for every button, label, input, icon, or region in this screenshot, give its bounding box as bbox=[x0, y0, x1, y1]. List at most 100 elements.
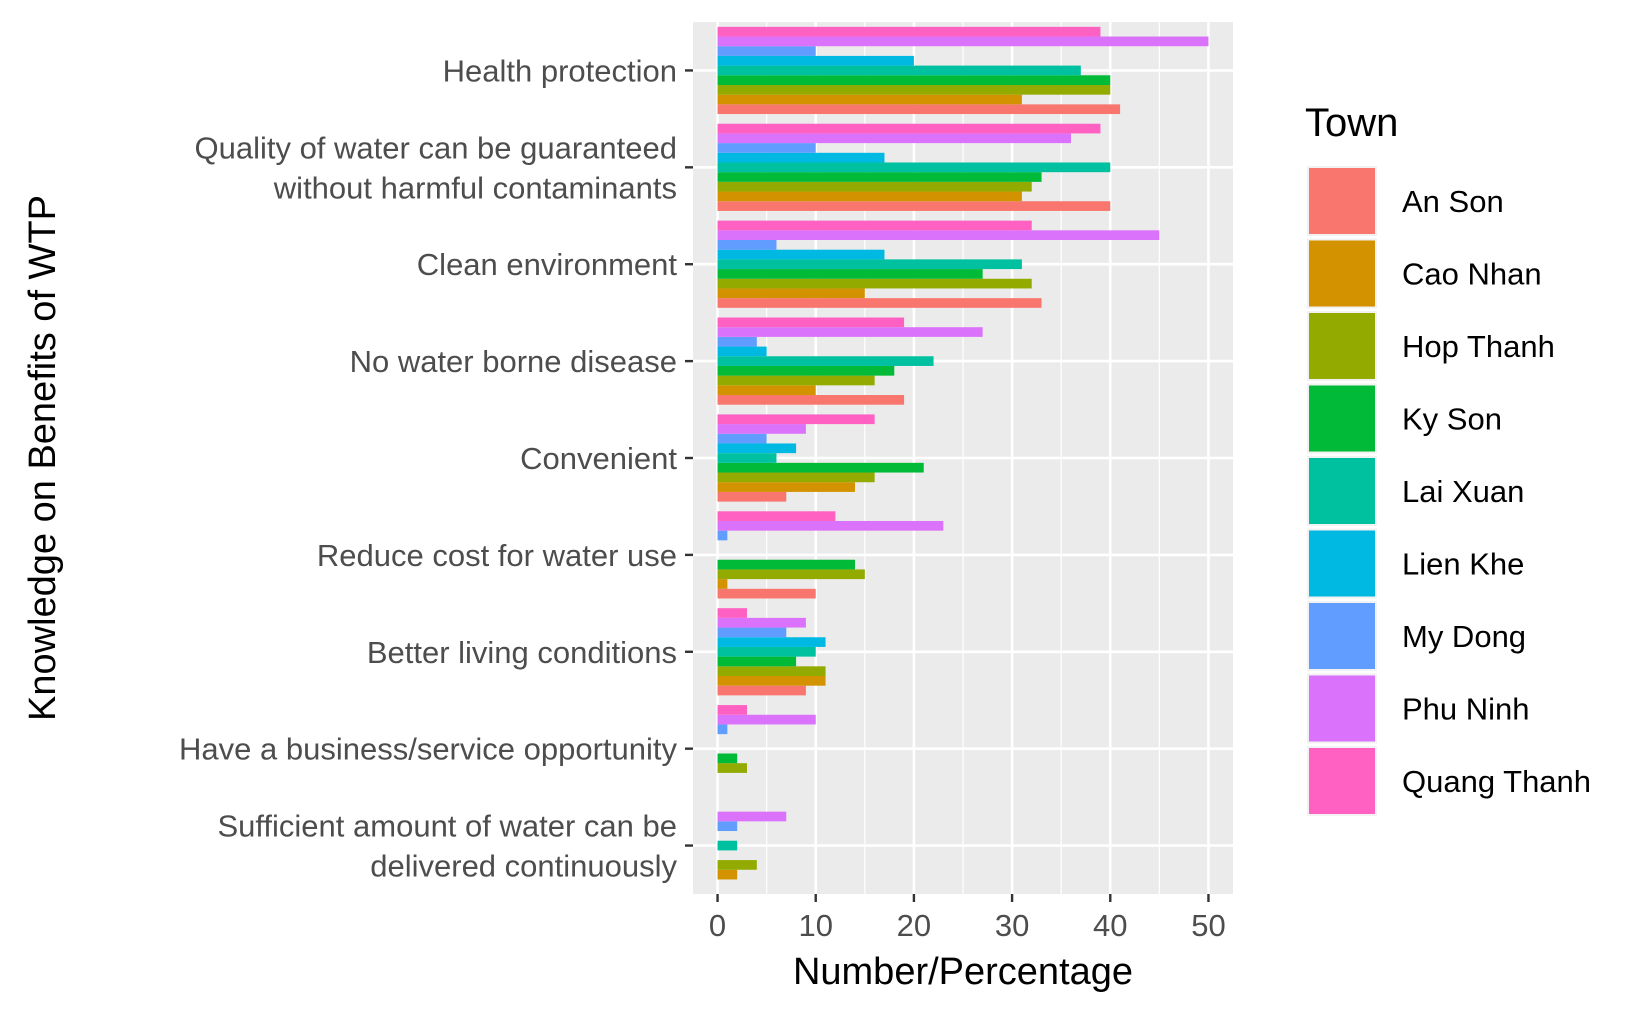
legend-label: Cao Nhan bbox=[1402, 257, 1542, 292]
legend-key bbox=[1309, 385, 1375, 452]
y-tick-label: delivered continuously bbox=[370, 849, 677, 884]
bar bbox=[717, 249, 885, 260]
bar bbox=[717, 46, 816, 56]
bar bbox=[717, 676, 826, 686]
legend-label: Ky Son bbox=[1402, 402, 1502, 437]
x-axis: 0 10 20 30 40 50 bbox=[709, 894, 1226, 943]
x-tick-label: 40 bbox=[1093, 908, 1127, 943]
bar bbox=[717, 336, 757, 347]
y-tick-label: Health protection bbox=[443, 53, 677, 88]
bar bbox=[717, 588, 816, 599]
bar bbox=[717, 152, 885, 163]
legend-key bbox=[1309, 168, 1375, 234]
y-tick-label: Quality of water can be guaranteed bbox=[194, 130, 677, 165]
bar bbox=[717, 520, 944, 531]
bar bbox=[717, 395, 905, 405]
bar bbox=[717, 705, 747, 715]
bar bbox=[717, 860, 757, 870]
legend: Town An Son Cao Nhan Hop Thanh Ky Son Lai Xu… bbox=[1305, 101, 1591, 816]
bar bbox=[717, 55, 914, 66]
bar bbox=[717, 840, 738, 851]
bar bbox=[717, 811, 787, 822]
bar bbox=[717, 36, 1209, 47]
bar bbox=[717, 94, 1022, 105]
bar bbox=[717, 869, 738, 880]
bar bbox=[717, 637, 826, 647]
legend-key bbox=[1309, 530, 1375, 597]
bar bbox=[717, 365, 895, 376]
legend-label: Lai Xuan bbox=[1402, 474, 1524, 509]
y-tick-label: No water borne disease bbox=[350, 344, 677, 379]
bar bbox=[717, 656, 797, 667]
bar bbox=[717, 685, 806, 696]
bar bbox=[717, 385, 816, 396]
bar bbox=[717, 317, 905, 328]
legend-key bbox=[1309, 603, 1375, 669]
legend-key bbox=[1309, 748, 1375, 814]
y-tick-label: without harmful contaminants bbox=[273, 170, 677, 205]
x-axis-title: Number/Percentage bbox=[793, 951, 1133, 993]
bar bbox=[717, 714, 816, 725]
y-tick-label: Sufficient amount of water can be bbox=[217, 809, 677, 844]
x-tick-label: 20 bbox=[897, 908, 931, 943]
bar bbox=[717, 472, 875, 483]
bar bbox=[717, 462, 924, 473]
legend-label: An Son bbox=[1402, 184, 1504, 219]
legend-key bbox=[1309, 240, 1375, 307]
legend-key bbox=[1309, 313, 1375, 379]
bar bbox=[717, 356, 934, 366]
y-tick-label: Reduce cost for water use bbox=[317, 538, 677, 573]
bar bbox=[717, 482, 855, 492]
bar bbox=[717, 84, 1111, 95]
y-tick-label: Have a business/service opportunity bbox=[179, 732, 677, 767]
legend-label: Phu Ninh bbox=[1402, 692, 1530, 727]
bar bbox=[717, 133, 1071, 144]
bar bbox=[717, 26, 1101, 37]
bar bbox=[717, 530, 728, 541]
x-tick-label: 50 bbox=[1191, 908, 1225, 943]
bar bbox=[717, 443, 797, 454]
legend-label: Quang Thanh bbox=[1402, 764, 1591, 799]
bar bbox=[717, 569, 865, 580]
bar bbox=[717, 75, 1111, 85]
bar bbox=[717, 559, 855, 570]
bar bbox=[717, 123, 1101, 134]
bar bbox=[717, 181, 1032, 192]
bar bbox=[717, 288, 865, 299]
bar bbox=[717, 230, 1160, 240]
bar bbox=[717, 579, 728, 589]
legend-title: Town bbox=[1305, 101, 1398, 145]
bar bbox=[717, 240, 777, 250]
y-axis-title: Knowledge on Benefits of WTP bbox=[22, 195, 64, 721]
legend-key bbox=[1309, 458, 1375, 524]
bar bbox=[717, 724, 728, 735]
bar bbox=[717, 821, 738, 832]
y-tick-label: Convenient bbox=[520, 441, 677, 476]
bar bbox=[717, 143, 816, 153]
bar bbox=[717, 327, 983, 337]
bars bbox=[717, 26, 1209, 880]
legend-label: Lien Khe bbox=[1402, 547, 1524, 582]
bar bbox=[717, 453, 777, 463]
bar bbox=[717, 162, 1111, 173]
bar bbox=[717, 666, 826, 676]
y-tick-label: Better living conditions bbox=[367, 635, 677, 670]
legend-label: Hop Thanh bbox=[1402, 329, 1555, 364]
x-tick-label: 10 bbox=[798, 908, 832, 943]
bar bbox=[717, 191, 1022, 202]
bar bbox=[717, 375, 875, 386]
bar bbox=[717, 220, 1032, 231]
bar bbox=[717, 201, 1111, 211]
legend-key bbox=[1309, 675, 1375, 742]
bar bbox=[717, 491, 787, 502]
bar bbox=[717, 433, 767, 444]
bar bbox=[717, 414, 875, 425]
bar bbox=[717, 763, 747, 773]
bar bbox=[717, 511, 836, 521]
bar bbox=[717, 65, 1081, 76]
bar bbox=[717, 627, 787, 638]
x-tick-label: 30 bbox=[995, 908, 1029, 943]
x-tick-label: 0 bbox=[709, 908, 726, 943]
bar bbox=[717, 617, 806, 628]
